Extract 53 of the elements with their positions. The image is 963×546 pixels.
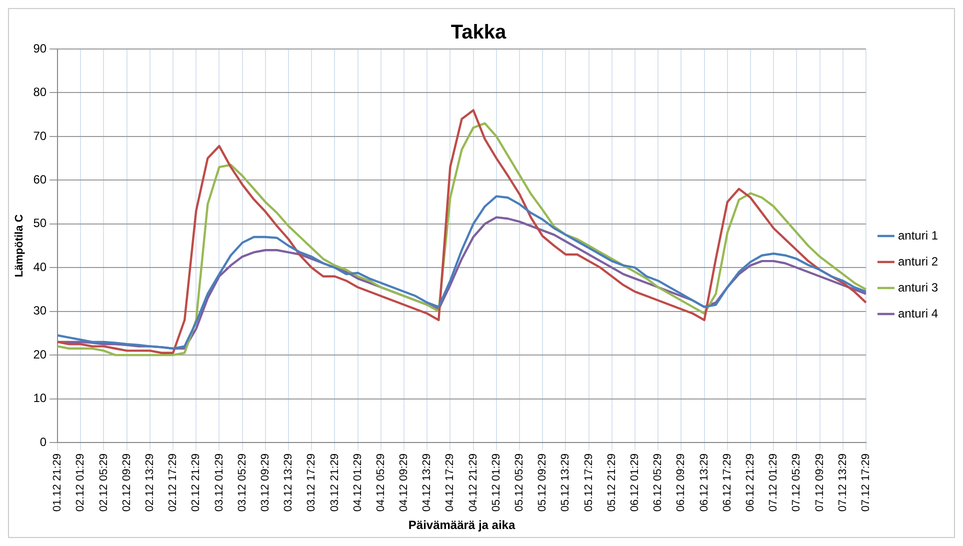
x-tick-label: 06.12 21:29: [744, 453, 757, 512]
y-tick-label: 80: [33, 85, 47, 100]
legend-label: anturi 2: [898, 254, 938, 268]
x-tick-label: 03.12 09:29: [259, 453, 272, 512]
x-tick-label: 03.12 13:29: [282, 453, 295, 512]
x-tick-label: 02.12 13:29: [144, 453, 156, 512]
x-tick-label: 04.12 17:29: [444, 453, 456, 512]
x-tick-label: 05.12 21:29: [606, 453, 618, 512]
y-tick-label: 70: [33, 128, 47, 143]
chart-title: Takka: [450, 22, 507, 44]
x-tick-label: 06.12 17:29: [721, 453, 734, 512]
x-tick-label: 04.12 13:29: [421, 453, 434, 512]
legend-label: anturi 3: [898, 280, 938, 294]
x-tick-label: 02.12 09:29: [120, 453, 133, 512]
x-tick-label: 05.12 09:29: [536, 453, 549, 512]
y-tick-label: 20: [33, 347, 47, 362]
x-axis-title: Päivämäärä ja aika: [408, 518, 516, 532]
x-tick-label: 02.12 21:29: [190, 453, 202, 512]
y-tick-label: 90: [33, 41, 47, 56]
x-tick-label: 07.12 01:29: [768, 453, 780, 512]
y-tick-label: 0: [40, 434, 47, 449]
x-tick-label: 05.12 01:29: [490, 453, 502, 512]
x-tick-label: 02.12 17:29: [167, 453, 180, 512]
y-tick-label: 50: [33, 216, 47, 230]
x-tick-label: 04.12 01:29: [352, 453, 364, 512]
y-axis-title: Lämpötila C: [14, 214, 26, 278]
x-tick-label: 03.12 01:29: [213, 453, 226, 512]
x-tick-label: 03.12 17:29: [306, 453, 318, 512]
x-tick-label: 07.12 09:29: [814, 453, 826, 512]
x-tick-label: 01.12 21:29: [52, 453, 64, 512]
x-tick-label: 02.12 01:29: [74, 453, 87, 512]
y-tick-label: 10: [33, 391, 47, 406]
y-tick-label: 40: [33, 260, 47, 274]
x-tick-label: 06.12 01:29: [629, 453, 642, 512]
y-tick-label: 30: [33, 304, 47, 318]
x-tick-label: 03.12 21:29: [328, 453, 341, 512]
x-tick-label: 06.12 13:29: [698, 453, 710, 512]
x-tick-label: 07.12 13:29: [836, 453, 849, 512]
x-tick-label: 06.12 09:29: [675, 453, 688, 512]
legend-label: anturi 4: [898, 306, 938, 320]
legend-label: anturi 1: [898, 228, 938, 242]
x-tick-label: 05.12 13:29: [560, 453, 572, 512]
y-tick-label: 60: [33, 172, 47, 186]
x-tick-label: 04.12 09:29: [398, 453, 410, 512]
x-tick-label: 05.12 17:29: [582, 453, 595, 512]
x-tick-label: 04.12 05:29: [374, 453, 387, 512]
x-tick-label: 03.12 05:29: [236, 453, 248, 512]
x-tick-label: 07.12 17:29: [860, 453, 872, 512]
x-tick-label: 07.12 05:29: [790, 453, 803, 512]
x-tick-label: 05.12 05:29: [514, 453, 526, 512]
x-tick-label: 02.12 05:29: [98, 453, 110, 512]
x-tick-label: 06.12 05:29: [652, 453, 664, 512]
x-tick-label: 04.12 21:29: [467, 453, 480, 512]
